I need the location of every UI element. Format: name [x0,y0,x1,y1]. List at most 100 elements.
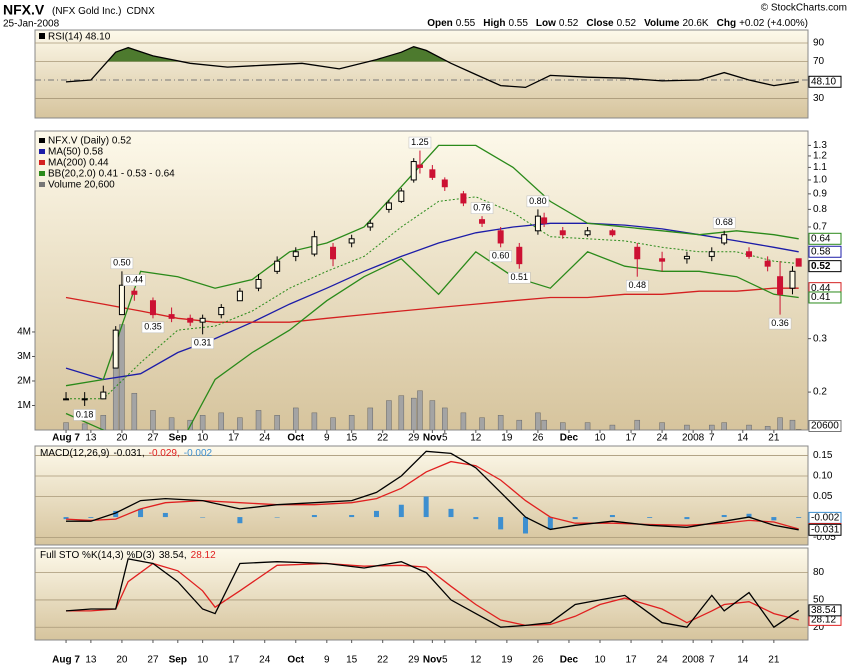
candle-body [168,314,175,319]
candle-body [187,317,194,323]
x-tick-label: 17 [625,433,637,444]
y-tick-label: 70 [813,56,825,67]
x-tick-label: 24 [657,433,669,444]
volume-bar [442,407,448,430]
plot-area [63,450,802,534]
volume-bar [81,423,88,430]
legend-entry: RSI(14) 48.10 [48,32,111,43]
candle-body [255,278,262,289]
histogram-bar [113,510,119,518]
legend-swatch [39,160,45,165]
volume-bar [709,424,715,430]
y-tick-label: 90 [813,38,825,49]
y-tick-label: 1.2 [813,151,827,162]
volume-bar [150,410,156,430]
source: © StockCharts.com [761,3,847,14]
x-tick-label: 13 [85,655,97,666]
annotation: 0.44 [126,275,144,285]
annotation-box [489,250,512,263]
x-tick-label: 2008 [682,655,705,666]
legend: Full STO %K(14,3) %D(3) 38.54, 28.12 [40,550,216,561]
x-tick-label: 15 [346,433,358,444]
candle-body [441,179,448,188]
candle-body [398,190,405,202]
annotation: 0.35 [144,322,162,332]
volume-bar [199,415,206,430]
legend-entry: 28.12 [191,550,216,561]
x-tick-label: 22 [377,433,389,444]
x-tick-label: 7 [709,433,715,444]
candle-body [118,284,125,316]
histogram-bar [274,517,280,518]
annotation-box [768,317,792,330]
y-tick-label: 20 [813,622,825,633]
x-tick-label: 12 [470,655,482,666]
value-tag [808,75,842,88]
legend-entry: Volume 20,600 [48,180,115,191]
volume-bar [429,400,436,430]
candle-body [149,300,156,316]
symbol: NFX.V [3,2,45,18]
volume-bar [609,424,616,430]
volume-bar [777,417,783,430]
value-tag-label: 20600 [811,421,839,432]
x-tick-label: Sep [169,433,187,444]
panel [34,130,809,431]
annotation: 0.80 [529,196,547,206]
candle-body [777,276,784,295]
x-tick-label: 5 [442,655,448,666]
y-tick-label: 50 [813,595,825,606]
value-tag-label: 0.44 [811,283,831,294]
histogram-bar [609,515,615,518]
candle-body [634,246,641,260]
histogram-bar [547,517,553,530]
volume-bar [131,392,138,430]
annotation: 0.50 [113,258,131,268]
histogram-bar [796,517,802,518]
legend-entry: -0.002 [184,448,213,459]
date: 25-Jan-2008 [3,19,60,30]
volume-bar [255,410,262,430]
line [65,144,799,387]
legend-swatch [39,171,45,176]
histogram-bar [373,510,379,518]
x-tick-label: Oct [287,655,304,666]
histogram-bar [448,508,454,518]
volume-bar [684,424,690,430]
volume-bar [348,415,355,430]
quote-value: 0.55 [508,18,528,29]
candle-body [112,329,119,369]
candle-body [330,246,337,260]
volume-bar [516,419,523,430]
candle-body [429,169,436,178]
y-tick-label: 2M [17,376,31,387]
candle-body [311,236,318,255]
plot-area [35,46,808,89]
x-tick-label: 19 [501,655,513,666]
x-tick-label: 26 [532,433,544,444]
volume-bar [746,424,752,430]
candle-body [100,391,107,400]
candle-body [516,246,523,265]
candle-body [795,258,802,267]
x-tick-label: 24 [259,655,271,666]
x-tick-label: 17 [625,655,637,666]
candle-body [584,230,591,236]
x-tick-label: 9 [324,655,330,666]
x-tick-label: Nov [423,433,442,444]
histogram-bar [423,496,429,518]
candle-body [416,164,423,168]
legend-title: Full STO %K(14,3) %D(3) [40,550,155,561]
annotation: 0.48 [628,280,646,290]
histogram-bar [349,515,355,518]
histogram-bar [311,515,317,518]
x-tick-label: 17 [228,655,240,666]
quote-label: Volume [644,18,680,29]
histogram-bar [398,504,404,518]
x-tick-label: 14 [737,655,749,666]
x-tick-label: 26 [532,655,544,666]
value-tag [808,291,842,304]
x-tick-label: 29 [408,655,420,666]
y-tick-label: 0.9 [813,188,827,199]
